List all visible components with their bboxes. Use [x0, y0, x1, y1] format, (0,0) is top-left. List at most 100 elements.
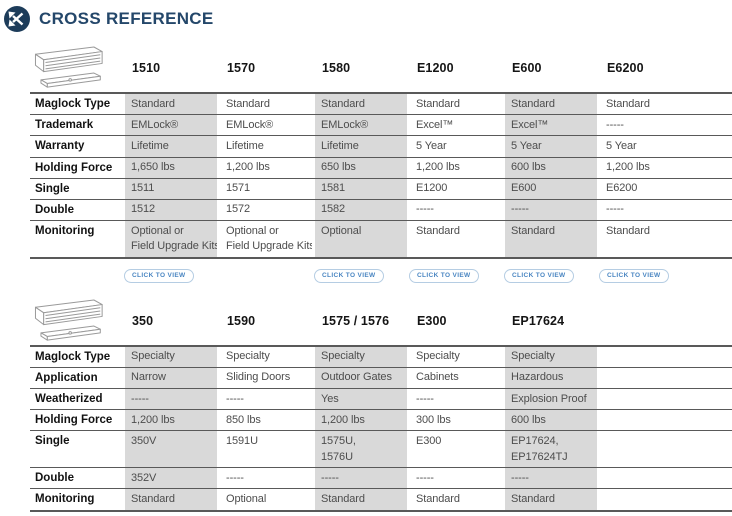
table-cell: 1,200 lbs [217, 157, 312, 178]
table-cell: Standard [312, 489, 407, 510]
table-cell: 1571 [217, 178, 312, 199]
table-cell: Lifetime [122, 136, 217, 157]
button-slot: CLICK TO VIEW [122, 264, 217, 285]
table-cell: Optional or Field Upgrade Kits [217, 221, 315, 257]
click-to-view-button[interactable]: CLICK TO VIEW [504, 268, 574, 284]
row-label: Application [35, 371, 98, 384]
table-row: Monitoring Standard Optional Standard Standa… [30, 488, 732, 510]
table-cell: 352V [122, 468, 217, 489]
table-body: Maglock Type Specialty Specialty Specialty S… [30, 344, 732, 512]
button-slot: CLICK TO VIEW [407, 264, 502, 285]
table-cell: ----- [122, 389, 217, 410]
column-header-model: 1510 [132, 61, 161, 75]
column-header-model: E600 [512, 61, 542, 75]
table-cell: EMLock® [312, 115, 407, 136]
click-to-view-button[interactable]: CLICK TO VIEW [599, 268, 669, 284]
table-row: Double 1512 1572 1582 ----- ----- ----- [30, 198, 732, 221]
table-cell: E300 [407, 431, 502, 468]
column-header-model: 1570 [227, 61, 256, 75]
row-label: Monitoring [35, 225, 95, 238]
maglock-line-drawing-icon [30, 297, 122, 345]
row-label: Maglock Type [35, 350, 111, 363]
table-cell: 650 lbs [312, 157, 407, 178]
standard-maglocks-table: 1510 1570 1580 E1200 E600 E6200 Maglock Type St… [30, 44, 732, 285]
button-slot [217, 264, 312, 285]
table-row: Application Narrow Sliding Doors Outdoor Ga… [30, 366, 732, 389]
table-cell: Standard [597, 94, 692, 115]
table-cell: ----- [502, 199, 597, 221]
table-cell: E1200 [407, 178, 502, 199]
button-row: CLICK TO VIEW CLICK TO VIEW CLICK TO VIEW C… [122, 259, 732, 285]
row-label: Single [35, 435, 70, 448]
table-cell: Explosion Proof [502, 389, 597, 410]
table-cell: 1,200 lbs [122, 410, 217, 431]
table-cell: Standard [122, 489, 217, 510]
table-cell: Cabinets [407, 367, 502, 389]
table-cell: E6200 [597, 178, 692, 199]
table-cell: Hazardous [502, 367, 597, 389]
table-cell: Standard [597, 221, 692, 257]
table-cell: Yes [312, 389, 407, 410]
table-cell: Specialty [407, 346, 502, 367]
table-cell: 1581 [312, 178, 407, 199]
column-header-model: 1580 [322, 61, 351, 75]
table-cell: Specialty [312, 346, 407, 367]
table-cell: Standard [407, 221, 502, 257]
table-row: Warranty Lifetime Lifetime Lifetime 5 Year 5 … [30, 135, 732, 157]
table-cell: 1575U, 1576U [312, 431, 407, 468]
table-cell: 1,200 lbs [407, 157, 502, 178]
column-header-model: EP17624 [512, 313, 565, 328]
click-to-view-button[interactable]: CLICK TO VIEW [314, 268, 384, 284]
table-cell: Optional [312, 221, 407, 257]
row-label: Holding Force [35, 161, 113, 174]
table-cell: EMLock® [122, 115, 217, 136]
table-cell: EMLock® [217, 115, 312, 136]
cross-reference-icon [4, 5, 30, 32]
table-row: Double 352V ----- ----- ----- ----- [30, 467, 732, 489]
table-cell: Standard [502, 94, 597, 115]
column-header-model: 1590 [227, 313, 256, 328]
button-slot: CLICK TO VIEW [502, 264, 597, 285]
table-cell: 350V [122, 431, 217, 468]
table-cell: E600 [502, 178, 597, 199]
table-cell: Optional or Field Upgrade Kits [122, 221, 220, 257]
table-cell: Narrow [122, 367, 217, 389]
table-cell: Standard [502, 489, 597, 510]
table-cell: Standard [312, 94, 407, 115]
table-cell: 1,200 lbs [597, 157, 692, 178]
click-to-view-button[interactable]: CLICK TO VIEW [124, 268, 194, 284]
table-row: Holding Force 1,650 lbs 1,200 lbs 650 lbs 1,… [30, 156, 732, 178]
row-label: Maglock Type [35, 98, 111, 110]
table-cell: ----- [312, 468, 407, 489]
table-cell: Specialty [502, 346, 597, 367]
table-cell: ----- [407, 468, 502, 489]
table-cell: 1591U [217, 431, 312, 468]
column-header-model: E1200 [417, 61, 454, 75]
table-cell: 1,650 lbs [122, 157, 217, 178]
column-header-model: 350 [132, 313, 154, 328]
table-row: Trademark EMLock® EMLock® EMLock® Excel™ Exce… [30, 114, 732, 136]
table-cell: ----- [502, 468, 597, 489]
table-cell: 600 lbs [502, 157, 597, 178]
table-cell: Standard [407, 489, 502, 510]
table-row: Maglock Type Specialty Specialty Specialty S… [30, 346, 732, 367]
table-cell: 1582 [312, 199, 407, 221]
click-to-view-button[interactable]: CLICK TO VIEW [409, 268, 479, 284]
table-cell: 300 lbs [407, 410, 502, 431]
button-slot: CLICK TO VIEW [597, 264, 692, 285]
table-cell: Excel™ [407, 115, 502, 136]
table-cell: Outdoor Gates [312, 367, 407, 389]
row-label: Holding Force [35, 414, 113, 427]
table-cell: ----- [217, 468, 312, 489]
column-header-model: 1575 / 1576 [322, 313, 390, 328]
table-cell: Lifetime [217, 136, 312, 157]
maglock-line-drawing-icon [30, 44, 122, 92]
table-cell: Excel™ [502, 115, 597, 136]
page-header: CROSS REFERENCE [0, 0, 732, 32]
row-label: Double [35, 472, 74, 485]
table-cell: 600 lbs [502, 410, 597, 431]
table-cell: ----- [597, 199, 692, 221]
table-cell: Standard [217, 94, 312, 115]
